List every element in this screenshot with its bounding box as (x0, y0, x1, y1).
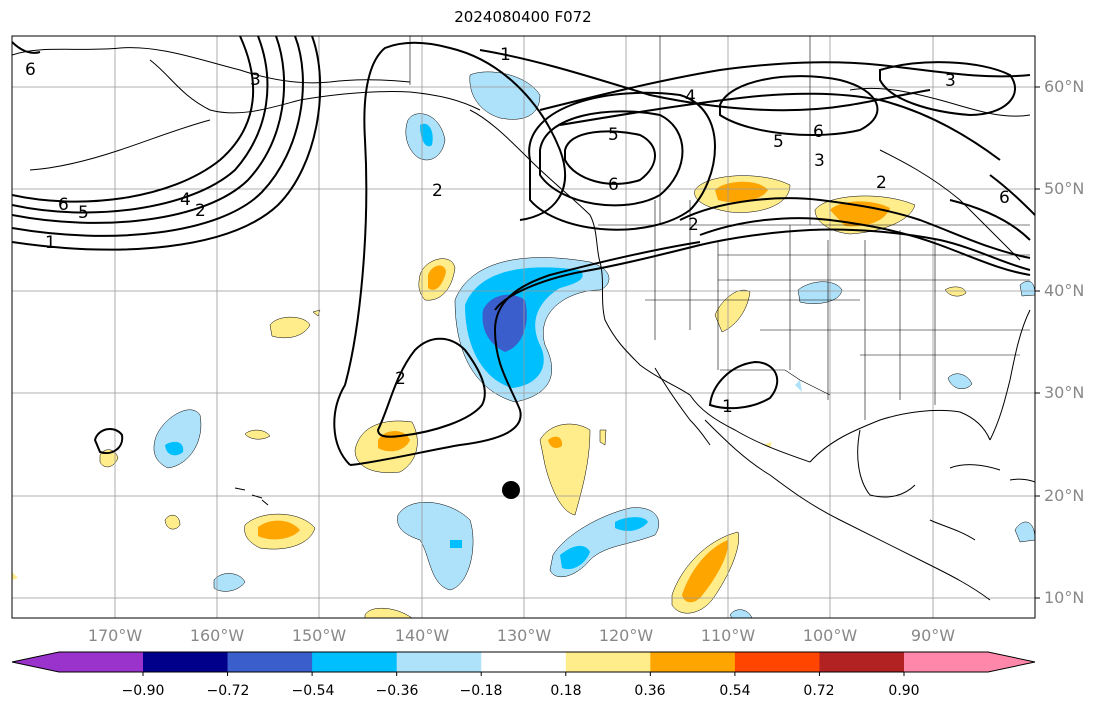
colorbar-tick-label: 0.18 (550, 683, 582, 699)
lon-label-160w: 160°W (189, 626, 245, 645)
map-frame (11, 35, 1036, 619)
contour-label-group: 6 6 5 1 4 2 3 1 2 5 6 4 5 6 3 2 3 6 2 2 … (25, 45, 1010, 417)
borders (409, 36, 1030, 420)
colorbar-swatch (396, 652, 482, 672)
colorbar-tick-label: 0.72 (803, 683, 835, 699)
lat-label-10n: 10°N (1044, 588, 1085, 607)
contour-label: 5 (608, 125, 619, 145)
colorbar-swatch (481, 652, 567, 672)
lat-label-30n: 30°N (1044, 383, 1085, 402)
contour-label: 2 (876, 173, 887, 193)
colorbar-outline (11, 651, 1036, 673)
colorbar-tick-label: 0.54 (719, 683, 751, 699)
colorbar-tick-label: 0.36 (634, 683, 666, 699)
colorbar (11, 651, 1036, 676)
lat-ticks (1035, 86, 1040, 599)
contour-label: 6 (58, 195, 69, 215)
contour-label: 3 (814, 151, 825, 171)
lat-label-50n: 50°N (1044, 179, 1085, 198)
contour-label: 2 (432, 181, 443, 201)
contour-label: 6 (999, 188, 1010, 208)
lon-label-120w: 120°W (598, 626, 654, 645)
colorbar-swatch (143, 652, 229, 672)
contour-label: 6 (25, 60, 36, 80)
chart-title: 2024080400 F072 (454, 8, 592, 26)
contour-label: 2 (395, 369, 406, 389)
contour-label: 6 (813, 122, 824, 142)
lon-label-150w: 150°W (291, 626, 347, 645)
positive-anomaly-regions (12, 175, 967, 618)
colorbar-extend-high (904, 652, 1035, 672)
contour-label: 1 (45, 233, 56, 253)
lon-label-110w: 110°W (700, 626, 756, 645)
contour-label: 5 (773, 132, 784, 152)
colorbar-swatch (312, 652, 398, 672)
lon-label-140w: 140°W (394, 626, 450, 645)
contour-label: 4 (180, 190, 191, 210)
contour-label: 1 (500, 45, 511, 65)
colorbar-tick-label: 0.90 (888, 683, 920, 699)
colorbar-swatch (819, 652, 905, 672)
colorbar-tick-label: −0.54 (291, 683, 335, 699)
lon-label-90w: 90°W (910, 626, 956, 645)
lat-label-60n: 60°N (1044, 77, 1085, 96)
colorbar-tick-label: −0.36 (375, 683, 419, 699)
colorbar-swatch (227, 652, 313, 672)
colorbar-tick-label: −0.90 (121, 683, 165, 699)
contour-label: 1 (722, 397, 733, 417)
contours (12, 36, 1035, 466)
location-marker (502, 481, 520, 499)
colorbar-tick-label: −0.18 (459, 683, 503, 699)
coastlines (12, 47, 1035, 601)
contour-label: 5 (78, 203, 89, 223)
lon-label-100w: 100°W (802, 626, 858, 645)
lon-label-170w: 170°W (87, 626, 143, 645)
lat-label-20n: 20°N (1044, 486, 1085, 505)
colorbar-swatch (565, 652, 651, 672)
negative-anomaly-regions (153, 71, 1035, 618)
colorbar-swatch (650, 652, 736, 672)
colorbar-tick-label: −0.72 (206, 683, 250, 699)
lon-label-130w: 130°W (496, 626, 552, 645)
contour-label: 6 (608, 175, 619, 195)
contour-label: 3 (250, 70, 261, 90)
contour-label: 4 (685, 87, 696, 107)
contour-label: 2 (688, 215, 699, 235)
contour-label: 2 (195, 201, 206, 221)
colorbar-extend-low (12, 652, 143, 672)
lat-label-40n: 40°N (1044, 281, 1085, 300)
contour-label: 3 (945, 71, 956, 91)
colorbar-swatch (734, 652, 820, 672)
